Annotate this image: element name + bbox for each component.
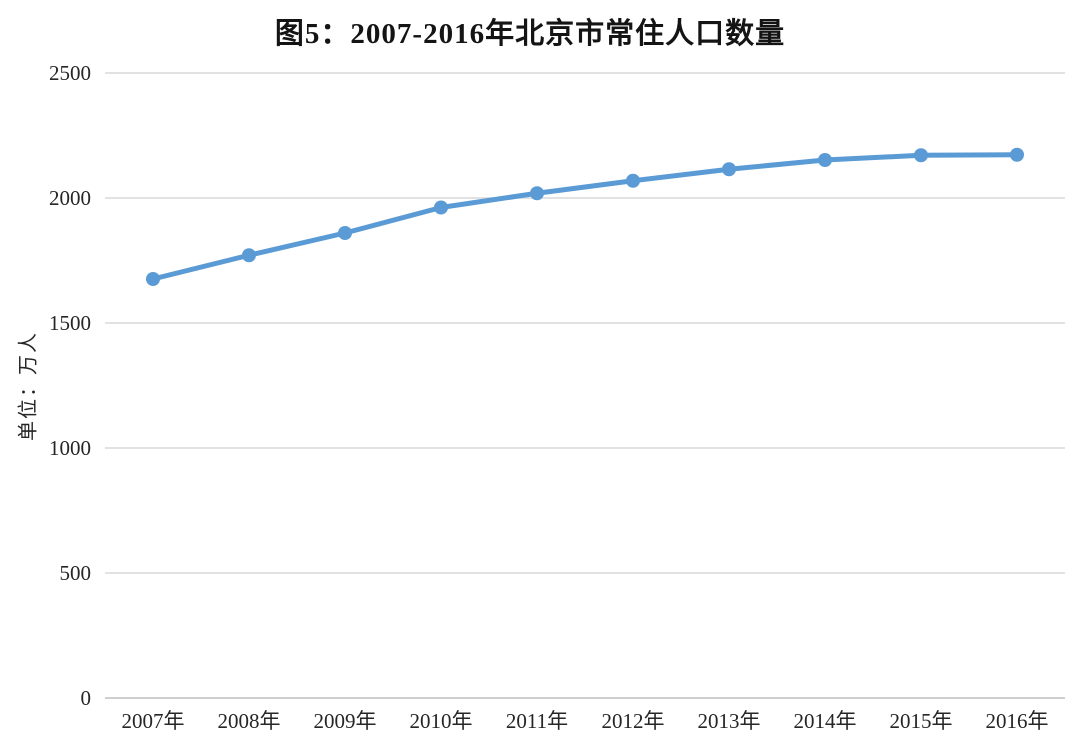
x-tick-label: 2010年 (410, 709, 473, 733)
y-tick-label: 2000 (49, 186, 91, 210)
data-point (722, 162, 736, 177)
data-point (818, 153, 832, 167)
x-tick-label: 2014年 (794, 709, 857, 733)
y-tick-label: 500 (60, 561, 92, 585)
population-line (150, 152, 1020, 282)
data-point (242, 248, 256, 263)
x-tick-label: 2009年 (314, 709, 377, 733)
y-axis-title: 单位：万人 (17, 331, 40, 441)
y-tick-label: 0 (81, 686, 92, 710)
x-tick-label: 2015年 (890, 709, 953, 733)
x-tick-label: 2013年 (698, 709, 761, 733)
data-point (146, 272, 160, 286)
data-point (434, 200, 448, 215)
x-tick-label: 2012年 (602, 709, 665, 733)
data-point (626, 173, 640, 188)
y-tick-label: 1500 (49, 311, 91, 335)
y-tick-label: 1000 (49, 436, 91, 460)
x-tick-label: 2007年 (122, 709, 185, 733)
x-tick-label: 2008年 (218, 709, 281, 733)
y-tick-label: 2500 (49, 61, 91, 85)
data-point (338, 226, 352, 240)
chart-title: 图5：2007-2016年北京市常住人口数量 (274, 18, 786, 50)
x-tick-label: 2016年 (986, 709, 1049, 733)
data-point (530, 186, 544, 201)
x-tick-label: 2011年 (506, 709, 568, 733)
data-point (914, 148, 928, 163)
data-point (1010, 147, 1024, 162)
